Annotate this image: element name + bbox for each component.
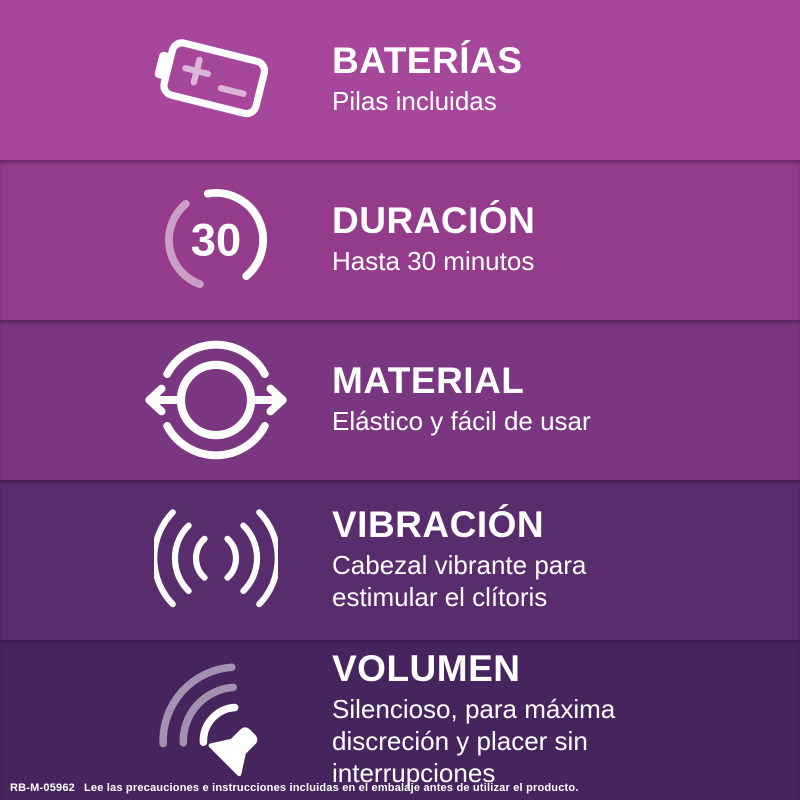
feature-title-vibracion: VIBRACIÓN [332,504,545,546]
timer-30-icon: 30 [165,189,268,289]
icon-column [0,480,332,640]
stretch-material-icon [145,340,287,460]
feature-title-volumen: VOLUMEN [332,648,521,690]
feature-band-material: MATERIAL Elástico y fácil de usar [0,320,800,480]
feature-title-duracion: DURACIÓN [332,200,536,242]
feature-subtitle-baterias: Pilas incluidas [332,86,497,117]
icon-column: 30 [0,160,332,320]
feature-band-baterias: BATERÍAS Pilas incluidas [0,0,800,160]
feature-title-material: MATERIAL [332,360,525,402]
feature-band-vibracion: VIBRACIÓN Cabezal vibrante para estimula… [0,480,800,640]
text-column: MATERIAL Elástico y fácil de usar [332,320,800,480]
icon-column [0,0,332,160]
text-column: VOLUMEN Silencioso, para máxima discreci… [332,640,800,800]
product-code: RB-M-05962 [10,782,75,794]
precaution-notice: Lee las precauciones e instrucciones inc… [83,782,579,794]
feature-title-baterias: BATERÍAS [332,40,523,82]
vibration-waves-icon [154,509,278,608]
icon-column [0,320,332,480]
feature-band-duracion: 30 DURACIÓN Hasta 30 minutos [0,160,800,320]
icon-column [0,640,332,800]
quiet-volume-icon [159,663,258,777]
footer-disclaimer: RB-M-05962 Lee las precauciones e instruc… [10,782,579,794]
text-column: VIBRACIÓN Cabezal vibrante para estimula… [332,480,800,640]
feature-subtitle-duracion: Hasta 30 minutos [332,246,535,277]
feature-band-volumen: VOLUMEN Silencioso, para máxima discreci… [0,640,800,800]
feature-subtitle-volumen: Silencioso, para máxima discreción y pla… [332,694,616,788]
timer-value-label: 30 [191,215,241,266]
text-column: DURACIÓN Hasta 30 minutos [332,160,800,320]
text-column: BATERÍAS Pilas incluidas [332,0,800,160]
feature-subtitle-material: Elástico y fácil de usar [332,406,591,437]
battery-icon [154,39,269,118]
feature-subtitle-vibracion: Cabezal vibrante para estimular el clíto… [332,550,587,612]
